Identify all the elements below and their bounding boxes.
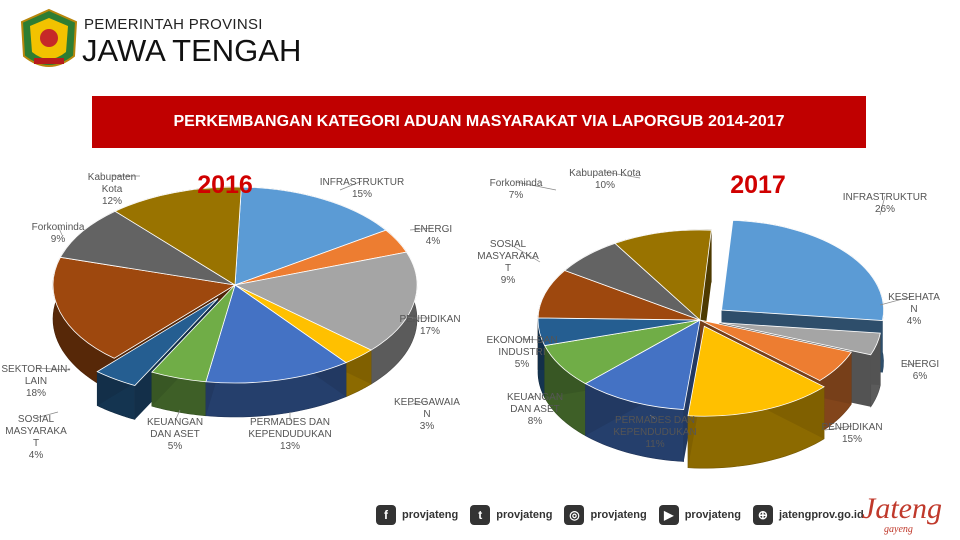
social-link[interactable]: t provjateng [470, 505, 552, 525]
slice-data-label: Forkominda 9% [32, 222, 85, 245]
slice-data-label: ENERGI 6% [901, 359, 939, 382]
label-leader-line [879, 195, 886, 216]
slice-data-label: EKONOMI DAN INDUSTRI 5% [486, 335, 557, 370]
pie-slice-pendidikan [233, 251, 418, 351]
label-leader-line [35, 367, 71, 371]
label-leader-line [604, 171, 641, 179]
pie-slice-permades-dan-kependudukan [205, 284, 347, 384]
label-leader-line [57, 225, 63, 236]
label-leader-line [409, 227, 434, 231]
social-handle: provjateng [590, 509, 647, 521]
slice-data-label: KESEHATA N 4% [888, 292, 940, 327]
chart-year-title: 2017 [730, 171, 786, 199]
slice-data-label: Kabupaten Kota 12% [88, 172, 136, 207]
social-link[interactable]: ▶ provjateng [658, 505, 741, 525]
label-leader-line [824, 425, 853, 431]
slice-data-label: Kabupaten Kota 10% [569, 168, 641, 191]
chart-banner: PERKEMBANGAN KATEGORI ADUAN MASYARAKAT V… [92, 96, 866, 148]
slice-data-label: SOSIAL MASYARAKA T 4% [5, 414, 67, 461]
pie-slice-infrastruktur [234, 186, 387, 286]
slice-data-label: SEKTOR LAIN-LAIN 18% [1, 364, 70, 399]
label-leader-line [174, 409, 181, 422]
pie-slice-keuangan-dan-aset [151, 284, 236, 383]
jateng-brand-tagline: gayeng [884, 524, 913, 535]
slice-data-label: SOSIAL MASYARAKA T 9% [477, 239, 539, 286]
social-link[interactable]: ◎ provjateng [564, 505, 647, 525]
instagram-icon: ◎ [564, 505, 585, 525]
pie-slice-kabupaten-kota [614, 229, 712, 321]
header-subtitle: PEMERINTAH PROVINSI [84, 16, 263, 33]
twitter-icon: t [470, 505, 491, 525]
social-handle: provjateng [684, 509, 741, 521]
slice-data-label: KEUANGAN DAN ASET 8% [507, 392, 563, 427]
pie-slice-pendidikan [687, 325, 825, 417]
pie-slice-energi [699, 319, 852, 382]
pie-chart-2016: 2016 INFRASTRUKTUR 15% ENERGI 4% PENDIDIKAN 17… [1, 171, 460, 461]
social-handle: jatengprov.go.id [778, 509, 864, 521]
label-leader-line [339, 180, 363, 191]
label-leader-line [407, 400, 428, 406]
slice-data-label: Forkominda 7% [490, 178, 543, 201]
label-leader-line [879, 295, 915, 306]
jateng-brand-logo: Jateng [862, 492, 942, 525]
pie-chart-2017: 2017 INFRASTRUKTUR 26% KESEHATA N 4% ENERGI 6% P… [477, 168, 940, 469]
province-emblem-logo [20, 8, 78, 67]
youtube-icon: ▶ [658, 505, 679, 525]
pie-slice-sosial-masyarakat [96, 297, 219, 386]
facebook-icon: f [376, 505, 396, 525]
label-leader-line [521, 338, 541, 341]
header-title: JAWA TENGAH [82, 33, 302, 68]
label-leader-line [904, 362, 921, 366]
slice-data-label: INFRASTRUKTUR 15% [320, 177, 404, 200]
slice-data-label: ENERGI 4% [414, 224, 452, 247]
chart-year-title: 2016 [197, 171, 253, 199]
slice-data-label: PERMADES DAN KEPENDUDUKAN 13% [248, 417, 331, 452]
pie-slice-forkominda [59, 210, 236, 286]
pie-slice-kesehatan [719, 322, 881, 356]
slice-data-label: INFRASTRUKTUR 26% [843, 192, 927, 215]
label-leader-line [515, 181, 557, 191]
banner-title: PERKEMBANGAN KATEGORI ADUAN MASYARAKAT V… [173, 113, 785, 130]
slice-data-label: KEUANGAN DAN ASET 5% [147, 417, 203, 452]
slice-data-label: KEPEGAWAIA N 3% [394, 397, 460, 432]
label-leader-line [507, 242, 541, 263]
slice-data-label: PENDIDIKAN 15% [821, 422, 882, 445]
slice-data-label: PENDIDIKAN 17% [399, 314, 460, 337]
social-link[interactable]: f provjateng [376, 505, 458, 525]
label-leader-line [35, 411, 59, 419]
slice-data-label: PERMADES DAN KEPENDUDUKAN 11% [613, 415, 696, 450]
social-link[interactable]: ⊕ jatengprov.go.id [752, 505, 864, 525]
label-leader-line [529, 395, 536, 399]
social-handle: provjateng [496, 509, 553, 521]
social-footer: f provjateng t provjateng ◎ provjateng ▶ provja… [376, 500, 876, 530]
pie-slice-kabupaten-kota [114, 186, 242, 286]
label-leader-line [649, 414, 656, 420]
social-handle: provjateng [402, 509, 459, 521]
web-icon: ⊕ [752, 505, 773, 525]
pie-slice-infrastruktur [721, 219, 884, 321]
pie-slice-sosial-masyarakat [537, 269, 701, 321]
pie-slice-sektor-lain-lain [52, 256, 237, 359]
pie-slice-permades-dan-kependudukan [584, 319, 701, 410]
